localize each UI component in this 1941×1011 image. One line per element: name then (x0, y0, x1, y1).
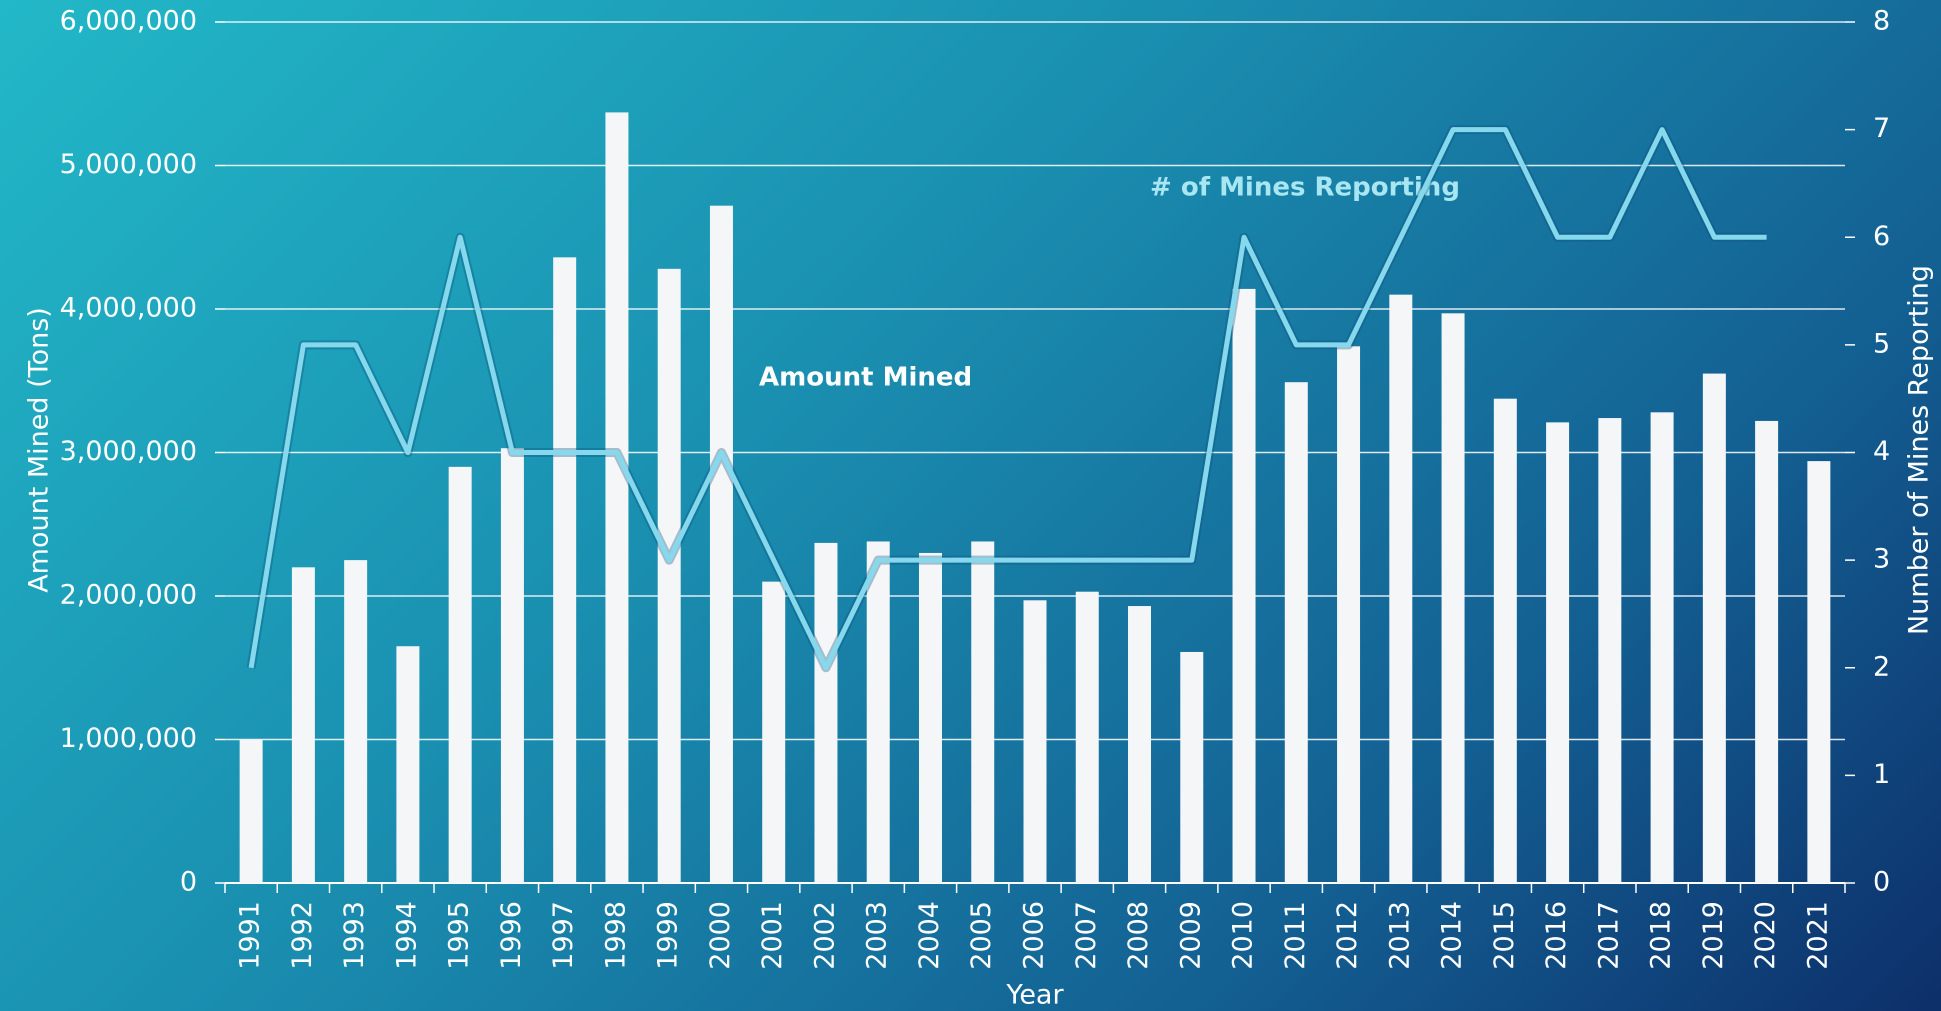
bar (971, 541, 995, 883)
x-tick-label: 2011 (1280, 901, 1311, 970)
line-glow (246, 125, 1767, 673)
x-tick-label: 1999 (653, 901, 684, 970)
x-tick-label: 2015 (1489, 901, 1520, 970)
x-tick-label: 1996 (496, 901, 527, 970)
bar (762, 581, 786, 883)
x-tick-label: 1998 (600, 901, 631, 970)
y-tick-label: 0 (180, 867, 197, 898)
y2-tick-label: 2 (1873, 651, 1890, 682)
x-tick-label: 2016 (1541, 901, 1572, 970)
x-tick-label: 2014 (1437, 901, 1468, 970)
x-tick-label: 2021 (1802, 901, 1833, 970)
y2-tick-label: 6 (1873, 221, 1890, 252)
y2-tick-label: 5 (1873, 328, 1890, 359)
bar (657, 268, 681, 883)
x-tick-label: 2012 (1332, 901, 1363, 970)
bar (1702, 373, 1726, 883)
x-tick-label: 1992 (287, 901, 318, 970)
y2-tick-label: 8 (1873, 6, 1890, 37)
x-tick-label: 2000 (705, 901, 736, 970)
bar-annotation: Amount Mined (759, 363, 972, 393)
x-tick-label: 1991 (235, 901, 266, 970)
bar (1807, 461, 1831, 883)
x-tick-label: 2010 (1228, 901, 1259, 970)
y2-tick-label: 7 (1873, 113, 1890, 144)
bar (1650, 412, 1674, 883)
bar (1546, 422, 1570, 883)
y2-tick-label: 4 (1873, 436, 1890, 467)
x-tick-label: 2013 (1384, 901, 1415, 970)
bar (1598, 418, 1622, 883)
bar (605, 112, 629, 883)
y-tick-label: 4,000,000 (60, 293, 197, 324)
bar (1755, 420, 1779, 883)
x-tick-label: 2004 (914, 901, 945, 970)
x-tick-label: 2008 (1123, 901, 1154, 970)
bar (448, 466, 472, 883)
x-axis-title: Year (1005, 980, 1064, 1011)
x-tick-label: 2020 (1750, 901, 1781, 970)
bar (1180, 651, 1204, 883)
y-axis-title: Amount Mined (Tons) (24, 307, 55, 593)
bar (1075, 591, 1099, 883)
line (248, 127, 1767, 671)
x-tick-label: 2009 (1175, 901, 1206, 970)
y-tick-label: 1,000,000 (60, 723, 197, 754)
bar (239, 739, 263, 883)
bar (1232, 288, 1256, 883)
bar (344, 560, 368, 883)
bar (1389, 294, 1413, 883)
bar (500, 448, 524, 883)
bar (1023, 600, 1047, 883)
x-tick-label: 2006 (1019, 901, 1050, 970)
line-annotation: # of Mines Reporting (1150, 173, 1460, 203)
bar (709, 205, 733, 883)
x-tick-label: 2002 (809, 901, 840, 970)
bar (1337, 346, 1361, 883)
y-tick-label: 6,000,000 (60, 6, 197, 37)
x-tick-label: 2018 (1646, 901, 1677, 970)
x-tick-label: 2019 (1698, 901, 1729, 970)
x-tick-label: 1994 (391, 901, 422, 970)
bar (866, 541, 890, 883)
y2-tick-label: 3 (1873, 544, 1890, 575)
x-tick-label: 2005 (966, 901, 997, 970)
x-tick-label: 2001 (757, 901, 788, 970)
bar (814, 542, 838, 883)
y-tick-label: 2,000,000 (60, 580, 197, 611)
bar (396, 646, 420, 883)
x-tick-label: 2017 (1593, 901, 1624, 970)
bar (1128, 606, 1152, 883)
x-tick-label: 1993 (339, 901, 370, 970)
x-tick-label: 1997 (548, 901, 579, 970)
x-tick-label: 1995 (444, 901, 475, 970)
bar (1284, 382, 1308, 883)
y-tick-label: 5,000,000 (60, 149, 197, 180)
x-tick-label: 2003 (862, 901, 893, 970)
bar (918, 552, 942, 883)
y2-tick-label: 0 (1873, 867, 1890, 898)
x-tick-label: 2007 (1071, 901, 1102, 970)
y2-tick-label: 1 (1873, 759, 1890, 790)
y-tick-label: 3,000,000 (60, 436, 197, 467)
bar (1493, 398, 1517, 883)
y2-axis-title: Number of Mines Reporting (1904, 265, 1935, 635)
bar (1441, 313, 1465, 883)
bar (553, 257, 577, 884)
bar (291, 567, 315, 883)
